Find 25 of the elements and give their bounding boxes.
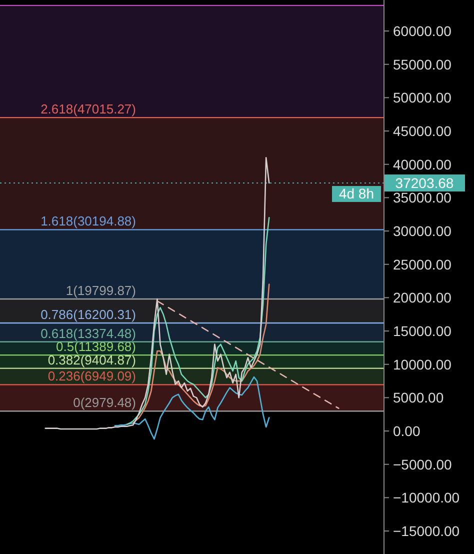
y-tick-label: 15000.00 [393, 322, 452, 339]
ref-line-label: 0.618(13374.48) [40, 326, 136, 341]
y-tick-label: 0.00 [393, 422, 420, 439]
y-tick-label: −10000.00 [393, 490, 460, 506]
y-tick-label: 40000.00 [393, 156, 452, 172]
ref-line-label: 1.618(30194.88) [40, 214, 136, 229]
y-tick-label: 5000.00 [393, 390, 444, 406]
y-tick-label: 50000.00 [393, 90, 452, 106]
ref-line-label: 37203.68 [395, 174, 454, 191]
ref-line-label: 0.236(6949.09) [48, 368, 136, 384]
y-tick-label: 25000.00 [393, 256, 452, 272]
ref-line-label: 0(2979.48) [73, 395, 136, 410]
y-tick-label: 55000.00 [393, 56, 452, 72]
y-tick-label: −5000.00 [393, 456, 452, 472]
ref-line-label: 0.786(16200.31) [40, 307, 136, 322]
y-tick-label: 10000.00 [393, 356, 452, 372]
y-tick-label: 60000.00 [393, 22, 452, 39]
y-tick-label: 35000.00 [393, 190, 452, 206]
y-tick-label: 20000.00 [393, 290, 452, 306]
annotation: 4d 8h [338, 185, 374, 202]
ref-line-label: 2.618(47015.27) [40, 102, 136, 117]
y-tick-label: −15000.00 [393, 522, 460, 539]
ref-line-label: 1(19799.87) [66, 283, 136, 298]
y-tick-label: 30000.00 [393, 222, 452, 239]
y-tick-label: 45000.00 [393, 122, 452, 139]
